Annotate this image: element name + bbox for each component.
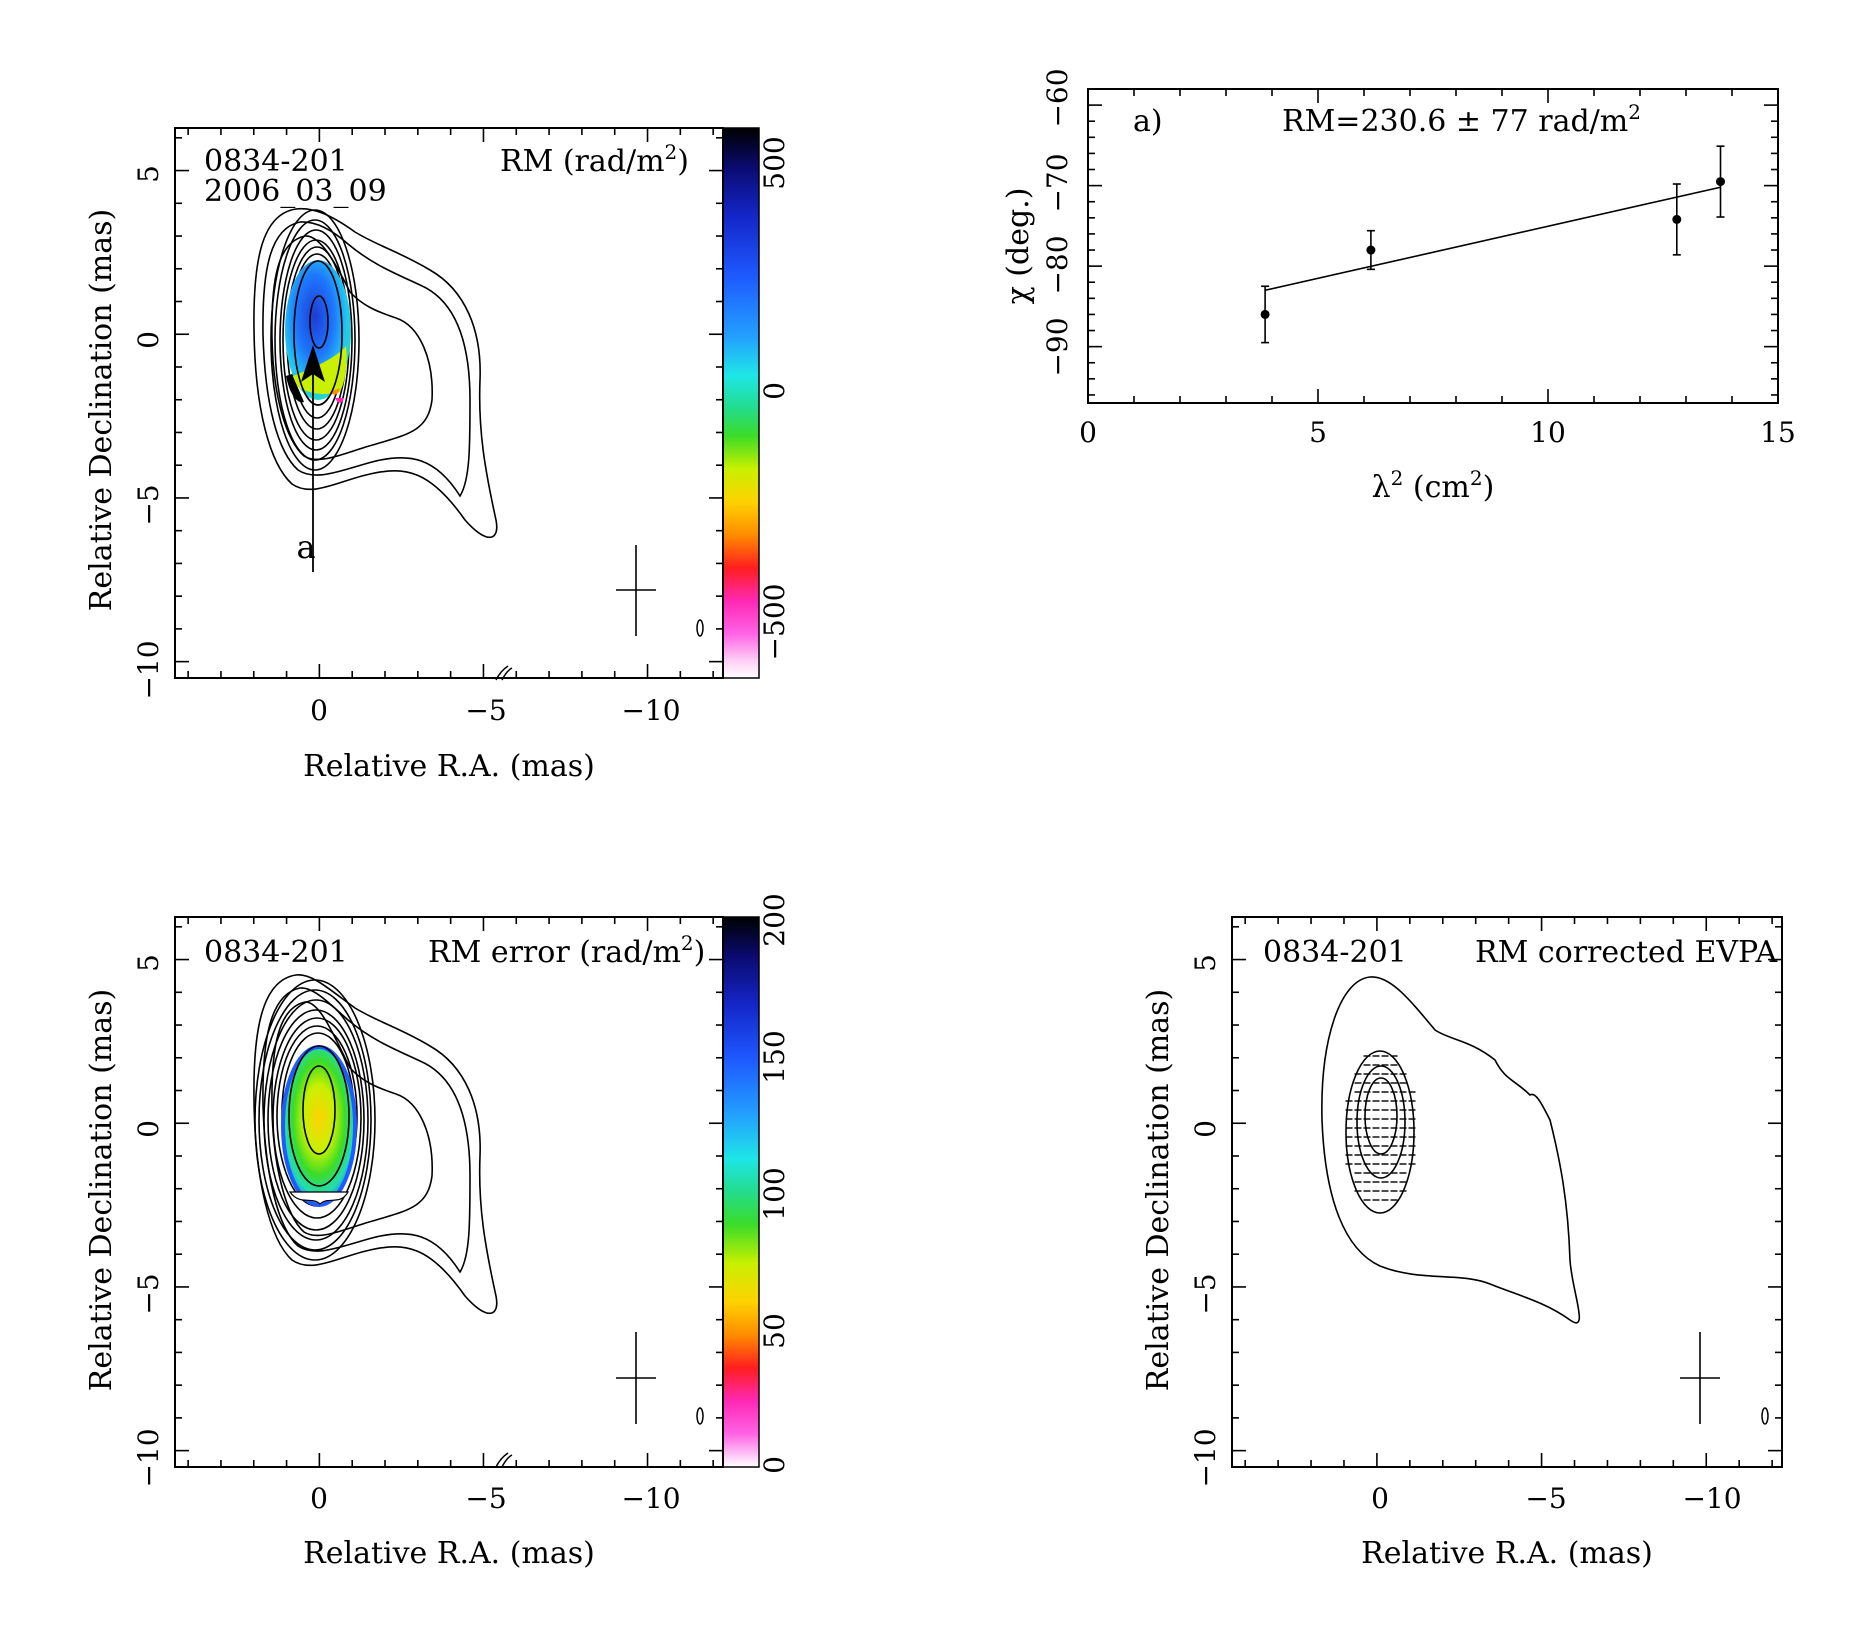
rm-error-ytick-0: 5 [132,954,165,972]
rm-error-ticks [175,917,723,1467]
evpa-xlabel: Relative R.A. (mas) [1361,1536,1653,1571]
rm-error-ylabel: Relative Declination (mas) [84,989,119,1391]
rm-fit-panel-label: a) [1133,104,1163,139]
evpa-xtick-2: −10 [1682,1482,1741,1515]
evpa-ticks [1232,917,1782,1467]
rm-fit-line [1264,186,1721,292]
rm-map-ytick-2: −5 [132,484,165,525]
evpa-frame [1231,916,1783,1468]
rm-fit-xtick-0: 0 [1079,416,1097,449]
rm-map-quantity-sup: 2 [665,140,678,164]
rm-map-cbtick-2: −500 [758,584,791,661]
rm-error-cbtick-0: 200 [758,893,791,946]
evpa-inner-contour-1 [1345,1050,1415,1214]
rm-error-xtick-2: −10 [621,1482,680,1515]
rm-map-colorbar [722,127,760,679]
evpa-xtick-0: 0 [1371,1482,1389,1515]
rm-map-frame [174,127,724,679]
rm-fit-xlabel: λ2 (cm2) [1372,466,1495,505]
rm-error-panel: 0834-201 RM error (rad/m2) 0 −5 −10 5 0 … [84,893,791,1571]
rm-fit-annotation-sup: 2 [1628,100,1641,124]
rm-error-ytick-1: 0 [132,1120,165,1138]
evpa-vectors [1345,1055,1416,1201]
rm-fit-ticks [1087,88,1779,403]
rm-error-cbtick-1: 150 [758,1030,791,1083]
rm-error-beam [696,1407,704,1425]
data-point [1716,177,1725,187]
rm-error-source: 0834-201 [204,935,348,970]
rm-error-frame [174,916,724,1468]
rm-map-source: 0834-201 [204,144,348,179]
rm-fit-ytick-0: −60 [1041,68,1074,127]
evpa-source: 0834-201 [1263,935,1407,970]
rm-error-xtick-0: 0 [310,1482,328,1515]
data-point [1672,214,1682,224]
rm-map-xlabel: Relative R.A. (mas) [303,749,595,784]
rm-map-xtick-0: 0 [310,694,328,727]
rm-fit-xtick-3: 15 [1760,416,1796,449]
rm-fit-xtick-2: 10 [1530,416,1566,449]
evpa-xtick-1: −5 [1525,1482,1566,1515]
rm-slice-arrow [301,345,325,382]
rm-map-beam [696,619,704,637]
rm-fit-xlabel-sup1: 2 [1391,466,1404,490]
rm-error-colour-blob [281,1045,357,1207]
rm-error-ytick-3: −10 [132,1428,165,1487]
data-point [1260,309,1270,319]
evpa-inner-contour-3 [1364,1077,1398,1155]
rm-map-cbtick-0: 500 [758,136,791,189]
rm-error-xtick-1: −5 [465,1482,506,1515]
data-point [1366,245,1376,255]
rm-fit-ytick-1: −70 [1041,153,1074,212]
evpa-ytick-3: −10 [1189,1428,1222,1487]
rm-map-contours [253,207,498,539]
rm-error-xlabel: Relative R.A. (mas) [303,1536,595,1571]
rm-map-ticks [175,128,723,678]
rm-error-edge-contour [495,1452,513,1468]
rm-map-colour-blob [285,260,351,406]
rm-error-cbtick-4: 0 [758,1456,791,1474]
evpa-outer-contour [1321,976,1581,1324]
rm-fit-ylabel: χ (deg.) [1001,188,1036,305]
rm-map-quantity: RM (rad/m2) [500,140,689,179]
rm-map-date: 2006_03_09 [204,174,387,209]
rm-map-ytick-0: 5 [132,165,165,183]
rm-fit-annotation: RM=230.6 ± 77 rad/m2 [1282,100,1641,139]
rm-fit-points [1260,145,1725,344]
rm-slice-label: a [296,528,315,566]
rm-map-ytick-1: 0 [132,331,165,349]
rm-error-ytick-2: −5 [132,1273,165,1314]
rm-map-cbtick-1: 0 [758,382,791,400]
rm-error-quantity: RM error (rad/m2) [428,931,705,970]
rm-map-xtick-1: −5 [465,694,506,727]
rm-fit-panel: a) RM=230.6 ± 77 rad/m2 0 5 10 15 −60 −7… [1001,68,1796,505]
evpa-quantity: RM corrected EVPA [1475,935,1777,970]
evpa-panel: 0834-201 RM corrected EVPA 0 −5 −10 5 0 … [1141,916,1783,1571]
rm-error-quantity-sup: 2 [681,931,694,955]
evpa-beam [1761,1407,1769,1425]
rm-map-ytick-3: −10 [132,640,165,699]
evpa-ylabel: Relative Declination (mas) [1141,989,1176,1391]
rm-error-colorbar [722,916,760,1468]
rm-map-xtick-2: −10 [621,694,680,727]
rm-fit-xtick-1: 5 [1309,416,1327,449]
evpa-ytick-1: 0 [1189,1120,1222,1138]
evpa-inner-contour-2 [1356,1065,1406,1179]
rm-map-ylabel: Relative Declination (mas) [84,209,119,611]
rm-fit-ytick-3: −90 [1041,317,1074,376]
rm-error-cbtick-3: 50 [758,1313,791,1349]
rm-fit-ytick-2: −80 [1041,235,1074,294]
rm-fit-xlabel-sup2: 2 [1470,466,1483,490]
rm-error-cbtick-2: 100 [758,1167,791,1220]
rm-fit-frame [1087,88,1779,404]
evpa-ytick-0: 5 [1189,954,1222,972]
rm-map-panel: a 0834-201 2006_03_09 RM (rad/m2) 0 −5 −… [84,127,791,784]
evpa-ytick-2: −5 [1189,1273,1222,1314]
